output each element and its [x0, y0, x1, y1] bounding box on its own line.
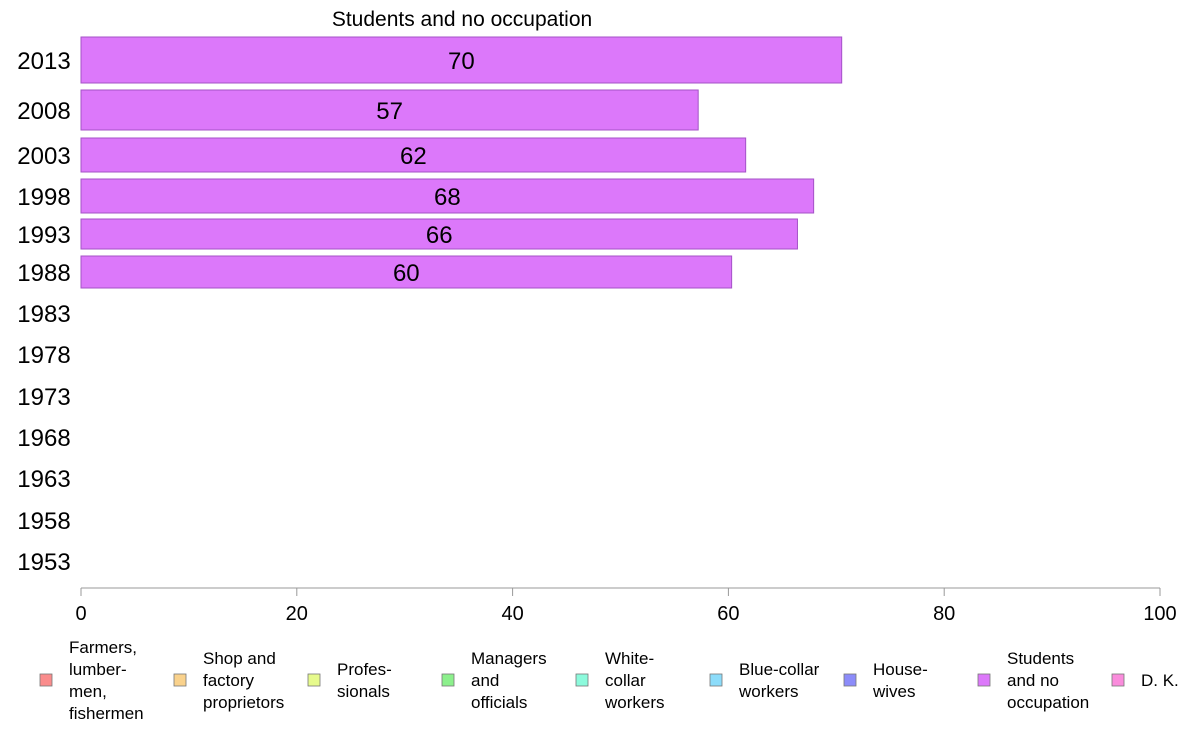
legend-label-2: Shop and factory proprietors [203, 649, 284, 712]
x-tick-label-60: 60 [717, 603, 739, 625]
chart-title: Students and no occupation [332, 8, 592, 31]
legend-label-8: Students and no occupation [1007, 649, 1089, 712]
data-label-1988: 60 [393, 260, 420, 287]
bars [80, 36, 843, 289]
year-label-1958: 1958 [17, 508, 70, 535]
legend-item-7: House-wives [843, 660, 928, 701]
legend-swatch-7 [843, 673, 857, 687]
legend-item-6: Blue-collar workers [709, 660, 820, 701]
bar-2013 [80, 36, 843, 84]
year-label-1993: 1993 [17, 222, 70, 249]
legend-label-3: Profes-sionals [337, 660, 392, 701]
x-tick-label-40: 40 [501, 603, 523, 625]
year-label-1978: 1978 [17, 342, 70, 369]
year-label-2008: 2008 [17, 98, 70, 125]
legend-item-1: Farmers, lumber-men, fishermen [39, 638, 144, 723]
x-tick-label-100: 100 [1143, 603, 1176, 625]
legend-swatch-9 [1111, 673, 1125, 687]
legend-item-2: Shop and factory proprietors [173, 649, 284, 712]
year-label-2013: 2013 [17, 48, 70, 75]
legend-item-5: White-collar workers [575, 649, 665, 712]
legend-swatch-5 [575, 673, 589, 687]
year-label-1973: 1973 [17, 384, 70, 411]
x-tick-label-80: 80 [933, 603, 955, 625]
bar-1998 [80, 178, 815, 214]
year-label-2003: 2003 [17, 143, 70, 170]
year-label-1988: 1988 [17, 260, 70, 287]
data-label-2008: 57 [376, 98, 403, 125]
year-label-1998: 1998 [17, 184, 70, 211]
legend-label-4: Managers and officials [471, 649, 547, 712]
data-label-1998: 68 [434, 184, 461, 211]
legend-item-9: D. K. [1111, 671, 1179, 690]
bar-2003 [80, 137, 747, 173]
year-label-1968: 1968 [17, 425, 70, 452]
legend-swatch-4 [441, 673, 455, 687]
x-tick-label-0: 0 [75, 603, 86, 625]
x-tick-label-20: 20 [286, 603, 308, 625]
legend-swatch-2 [173, 673, 187, 687]
x-axis: 0 20 40 60 80 100 [75, 587, 1177, 625]
legend-label-6: Blue-collar workers [738, 660, 820, 701]
data-label-2013: 70 [448, 48, 475, 75]
legend: Farmers, lumber-men, fishermen Shop and fact… [39, 638, 1179, 723]
legend-label-1: Farmers, lumber-men, fishermen [69, 638, 144, 723]
legend-item-8: Students and no occupation [977, 649, 1089, 712]
legend-item-4: Managers and officials [441, 649, 547, 712]
year-label-1963: 1963 [17, 466, 70, 493]
bar-2008 [80, 89, 699, 131]
legend-item-3: Profes-sionals [307, 660, 392, 701]
y-axis-labels: 2013 2008 2003 1998 1993 1988 1983 1978 1973 1968… [17, 48, 70, 576]
legend-swatch-6 [709, 673, 723, 687]
legend-swatch-1 [39, 673, 53, 687]
year-label-1983: 1983 [17, 301, 70, 328]
legend-label-7: House-wives [872, 660, 928, 701]
bar-1988 [80, 255, 733, 289]
data-label-2003: 62 [400, 143, 427, 170]
legend-label-9: D. K. [1141, 671, 1179, 690]
legend-swatch-8 [977, 673, 991, 687]
bar-1993 [80, 218, 798, 250]
year-label-1953: 1953 [17, 549, 70, 576]
data-label-1993: 66 [426, 222, 453, 249]
legend-swatch-3 [307, 673, 321, 687]
legend-label-5: White-collar workers [604, 649, 665, 712]
